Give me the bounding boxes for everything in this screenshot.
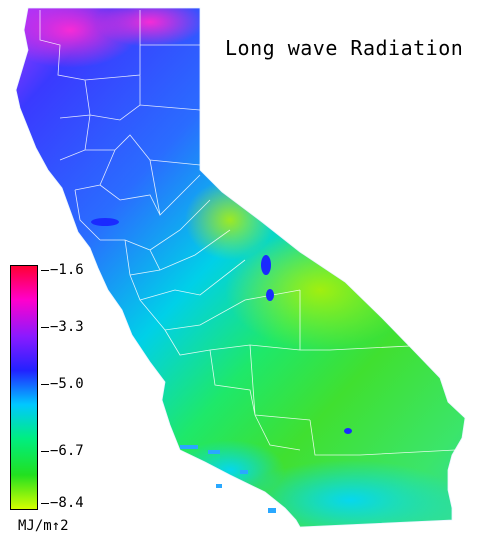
legend-tick-2: −3.3 — [41, 319, 85, 335]
legend-unit: MJ/m↑2 — [18, 518, 69, 534]
county-boundaries — [39, 10, 456, 456]
legend-tick-5: −8.4 — [41, 495, 85, 511]
lakes — [91, 218, 352, 434]
color-scale-bar — [10, 265, 38, 510]
legend-tick-1: −1.6 — [41, 262, 85, 278]
california-outline — [15, 7, 466, 528]
islands — [180, 445, 276, 513]
legend-tick-4: −6.7 — [41, 443, 85, 459]
legend-tick-3: −5.0 — [41, 376, 85, 392]
map-title: Long wave Radiation — [225, 36, 464, 60]
